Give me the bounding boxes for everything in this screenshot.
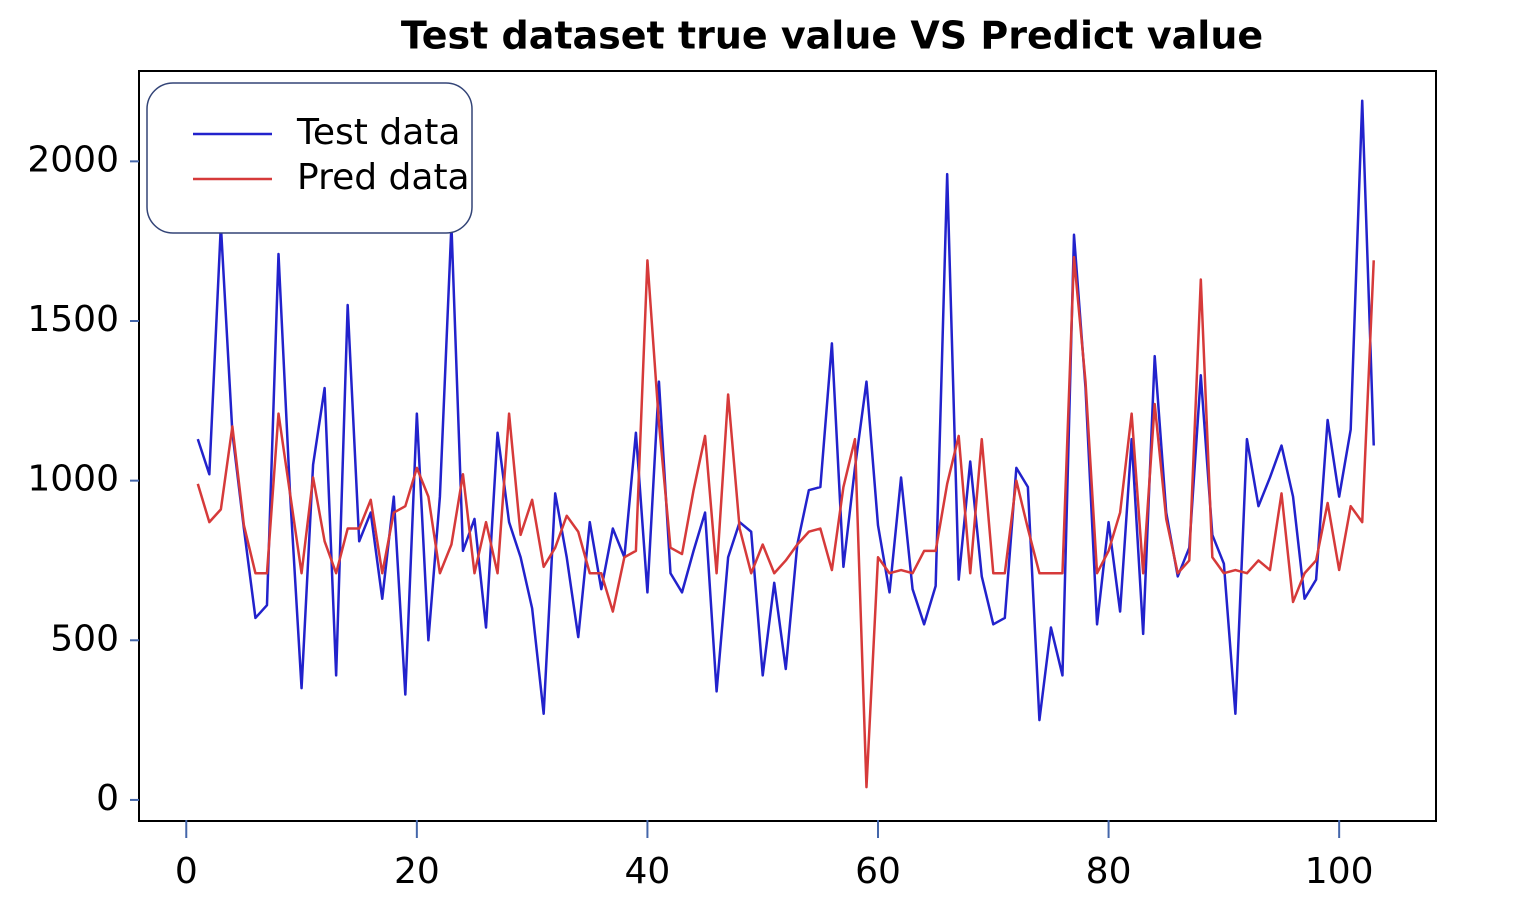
x-tick-label: 60 <box>855 851 901 892</box>
legend-box <box>146 82 473 234</box>
x-tick-label: 80 <box>1086 851 1132 892</box>
legend-label: Pred data <box>297 157 470 198</box>
y-tick-label: 1500 <box>27 299 119 340</box>
chart-title: Test dataset true value VS Predict value <box>401 14 1263 58</box>
y-tick-label: 2000 <box>27 139 119 180</box>
x-tick-label: 0 <box>175 851 198 892</box>
y-tick-label: 500 <box>50 618 119 659</box>
legend-label: Test data <box>296 112 460 153</box>
y-tick-label: 0 <box>96 778 119 819</box>
x-tick-label: 20 <box>394 851 440 892</box>
y-tick-label: 1000 <box>27 459 119 500</box>
x-tick-label: 40 <box>625 851 671 892</box>
x-tick-label: 100 <box>1305 851 1374 892</box>
plot-frame <box>138 70 1437 822</box>
data-line <box>196 255 1375 789</box>
data-line <box>196 99 1375 722</box>
